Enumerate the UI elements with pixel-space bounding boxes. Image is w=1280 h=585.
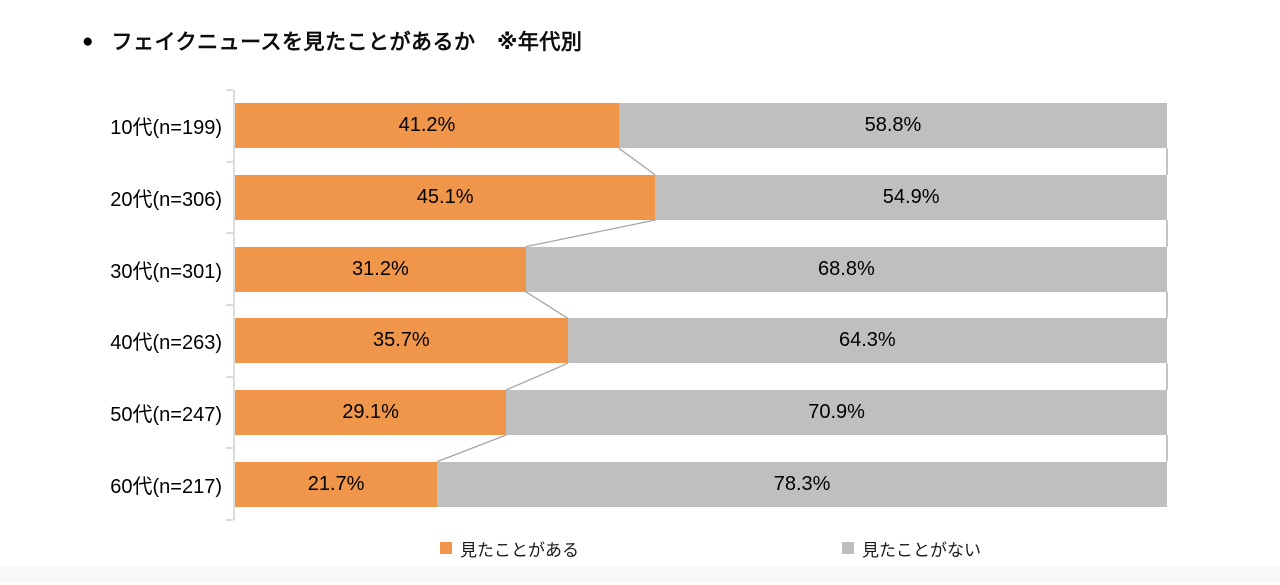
legend-item-not-seen: 見たことがない (842, 537, 981, 560)
bar-segment-not-seen: 58.8% (618, 103, 1167, 149)
axis-tick (226, 447, 233, 450)
bar-segment-seen: 29.1% (235, 390, 507, 435)
legend-label-not-seen: 見たことがない (862, 540, 981, 560)
axis-tick (226, 375, 233, 378)
legend-swatch-not-seen (842, 542, 854, 554)
bar-value-label: 78.3% (773, 472, 831, 495)
legend-label-seen: 見たことがある (460, 540, 579, 560)
legend-item-seen: 見たことがある (440, 537, 579, 560)
bar-value-label: 68.8% (818, 257, 875, 280)
bullet-icon: ● (82, 30, 94, 52)
category-label: 30代(n=301) (110, 260, 222, 283)
bar-value-label: 21.7% (307, 472, 365, 495)
bar-value-label: 58.8% (864, 114, 922, 137)
axis-tick (226, 232, 233, 235)
bar-value-label: 45.1% (416, 186, 474, 208)
bar-segment-not-seen: 68.8% (525, 246, 1167, 292)
bar-value-label: 54.9% (882, 186, 940, 208)
series-connector-lines (437, 147, 1168, 463)
bar-segment-not-seen: 64.3% (567, 318, 1167, 364)
category-label: 60代(n=217) (110, 475, 222, 498)
bar-segment-seen: 41.2% (235, 103, 619, 149)
axis-tick (226, 304, 233, 306)
bar-segment-not-seen: 70.9% (506, 390, 1167, 435)
bar-segment-seen: 21.7% (235, 461, 438, 507)
category-label: 10代(n=199) (110, 117, 222, 140)
bar-value-label: 29.1% (342, 401, 399, 423)
axis-tick (226, 160, 233, 163)
legend-swatch-seen (440, 542, 452, 554)
category-label: 20代(n=306) (110, 189, 222, 211)
bar-segment-not-seen: 54.9% (655, 175, 1167, 220)
bar-value-label: 64.3% (838, 329, 896, 352)
bar-value-label: 41.2% (398, 114, 456, 137)
category-label: 50代(n=247) (110, 404, 222, 426)
page-edge-strip (0, 566, 1280, 582)
bar-segment-seen: 31.2% (235, 246, 526, 292)
value-axis-line (233, 90, 235, 520)
category-label: 40代(n=263) (110, 332, 222, 355)
bar-segment-seen: 45.1% (235, 175, 656, 220)
plot-area: 41.2% 58.8% 45.1% 54.9% 31.2% 68.8% 35.7% 64.3%… (226, 89, 1168, 521)
bar-value-label: 35.7% (373, 329, 430, 352)
axis-tick (226, 519, 233, 521)
bar-value-label: 31.2% (352, 257, 409, 280)
chart-title: フェイクニュースを見たことがあるか ※年代別 (111, 31, 583, 54)
bar-value-label: 70.9% (808, 401, 865, 423)
chart-title-row: ● フェイクニュースを見たことがあるか ※年代別 (82, 26, 582, 56)
bar-segment-not-seen: 78.3% (437, 461, 1167, 507)
axis-tick (226, 89, 233, 91)
bar-segment-seen: 35.7% (235, 318, 568, 364)
category-axis-labels: 10代(n=199) 20代(n=306) 30代(n=301) 40代(n=263)… (0, 90, 222, 520)
